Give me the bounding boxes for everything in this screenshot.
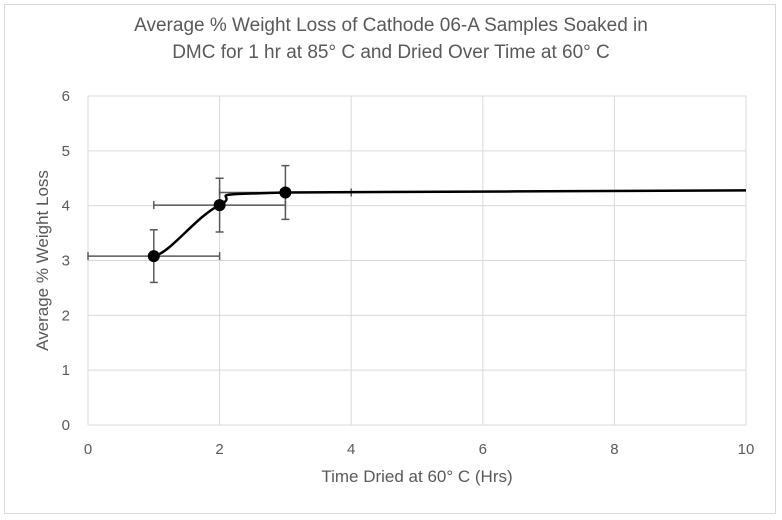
x-tick-label: 10 [738,441,755,458]
chart-title-line-2: DMC for 1 hr at 85° C and Dried Over Tim… [172,42,610,63]
y-tick-label: 2 [62,307,70,324]
grid-lines [87,95,747,426]
x-axis-label: Time Dried at 60° C (Hrs) [321,467,512,486]
y-tick-labels: 0 1 2 3 4 5 6 [62,88,70,434]
y-tick-label: 6 [62,88,70,105]
y-tick-label: 5 [62,143,70,160]
chart-title: Average % Weight Loss of Cathode 06-A Sa… [0,12,782,66]
data-point [279,186,292,199]
x-tick-label: 4 [347,441,355,458]
chart-title-line-1: Average % Weight Loss of Cathode 06-A Sa… [134,15,648,36]
x-tick-labels: 0 2 4 6 8 10 [84,441,755,458]
x-tick-label: 8 [610,441,618,458]
x-tick-label: 2 [215,441,223,458]
y-tick-label: 4 [62,198,70,215]
x-tick-label: 6 [479,441,487,458]
series-line [153,189,747,258]
y-tick-label: 1 [62,362,70,379]
x-tick-label: 0 [84,441,92,458]
y-axis-label: Average % Weight Loss [33,170,52,351]
data-points [147,186,292,263]
y-tick-label: 0 [62,417,70,434]
data-point [147,250,160,263]
chart-frame [4,4,776,514]
data-point [213,199,226,212]
y-tick-label: 3 [62,253,70,270]
